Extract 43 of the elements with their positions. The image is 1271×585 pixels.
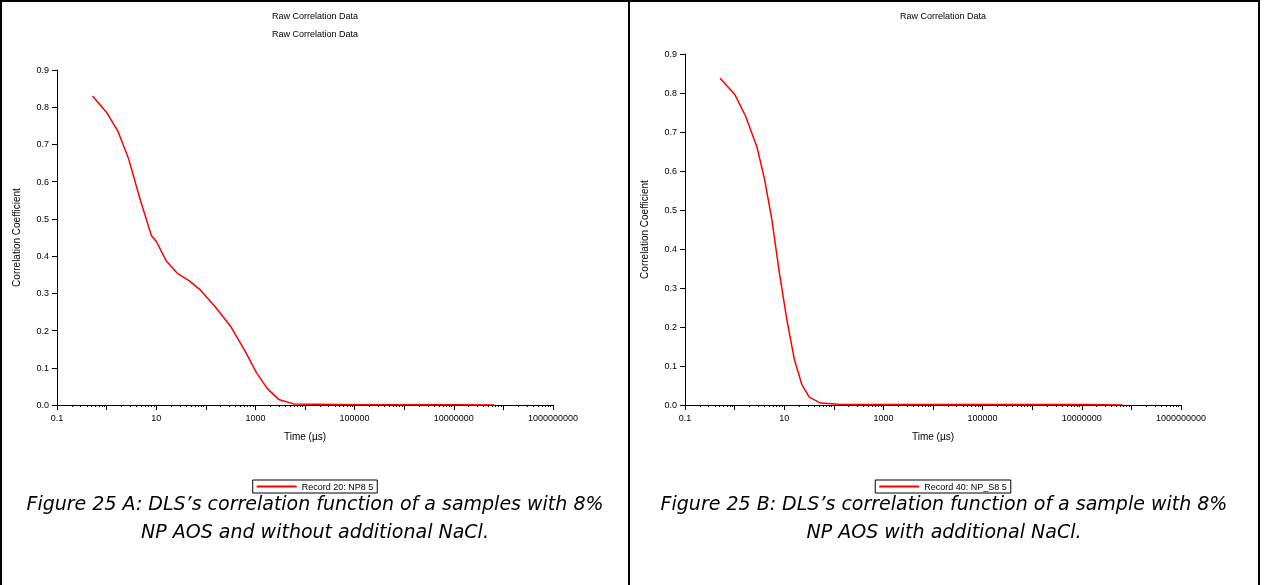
y-tick-label: 0.4 (36, 251, 49, 262)
y-tick-label: 0.2 (36, 325, 49, 336)
y-tick-label: 0.7 (36, 139, 49, 150)
y-tick-label: 0.3 (36, 288, 49, 299)
x-tick-label: 1000000000 (1155, 412, 1207, 423)
x-axis-title: Time (µs) (283, 430, 327, 442)
y-tick-label: 0.5 (36, 213, 49, 224)
y-tick-label: 0.0 (664, 400, 677, 410)
legend-label: Record 20: NP8 5 (301, 481, 374, 492)
chart-subtitle: Raw Correlation Data (271, 28, 359, 39)
caption: Figure 25 A: DLS’s correlation function of a samples with 8% NP AOS and without additional NaCl. (26, 492, 604, 542)
x-tick-label: 10000000 (433, 412, 474, 423)
x-tick-label: 1000 (873, 412, 894, 423)
x-tick-label: 100000 (967, 412, 998, 423)
legend-label: Record 40: NP_S8 5 (924, 481, 1007, 492)
y-axis-title: Correlation Coefficient (638, 179, 650, 279)
chart-title: Raw Correlation Data (271, 10, 359, 21)
chart-title: Raw Correlation Data (899, 10, 987, 21)
y-tick-label: 0.8 (664, 88, 677, 98)
y-tick-label: 0.6 (664, 166, 677, 176)
x-tick-label: 0.1 (678, 412, 692, 423)
y-tick-label: 0.3 (664, 283, 677, 293)
x-tick-label: 1000000000 (527, 412, 579, 423)
x-tick-label: 10 (779, 412, 790, 423)
y-tick-label: 0.7 (664, 127, 677, 137)
caption: Figure 25 B: DLS’s correlation function of a sample with 8% NP AOS with additional NaCl. (660, 492, 1228, 542)
y-tick-label: 0.1 (36, 362, 49, 373)
y-tick-label: 0.5 (664, 205, 677, 215)
y-tick-label: 0.0 (36, 400, 49, 410)
y-tick-label: 0.9 (664, 49, 677, 59)
x-tick-label: 100000 (339, 412, 370, 423)
x-tick-label: 1000 (245, 412, 266, 423)
y-axis-title: Correlation Coefficient (10, 187, 22, 287)
y-tick-label: 0.4 (664, 244, 677, 254)
y-tick-label: 0.6 (36, 176, 49, 187)
x-axis-title: Time (µs) (911, 430, 955, 442)
x-tick-label: 10 (151, 412, 162, 423)
x-tick-label: 10000000 (1061, 412, 1102, 423)
y-tick-label: 0.8 (36, 102, 49, 113)
y-tick-label: 0.1 (664, 361, 677, 371)
x-tick-label: 0.1 (50, 412, 64, 423)
y-tick-label: 0.9 (36, 65, 49, 75)
y-tick-label: 0.2 (664, 322, 677, 332)
